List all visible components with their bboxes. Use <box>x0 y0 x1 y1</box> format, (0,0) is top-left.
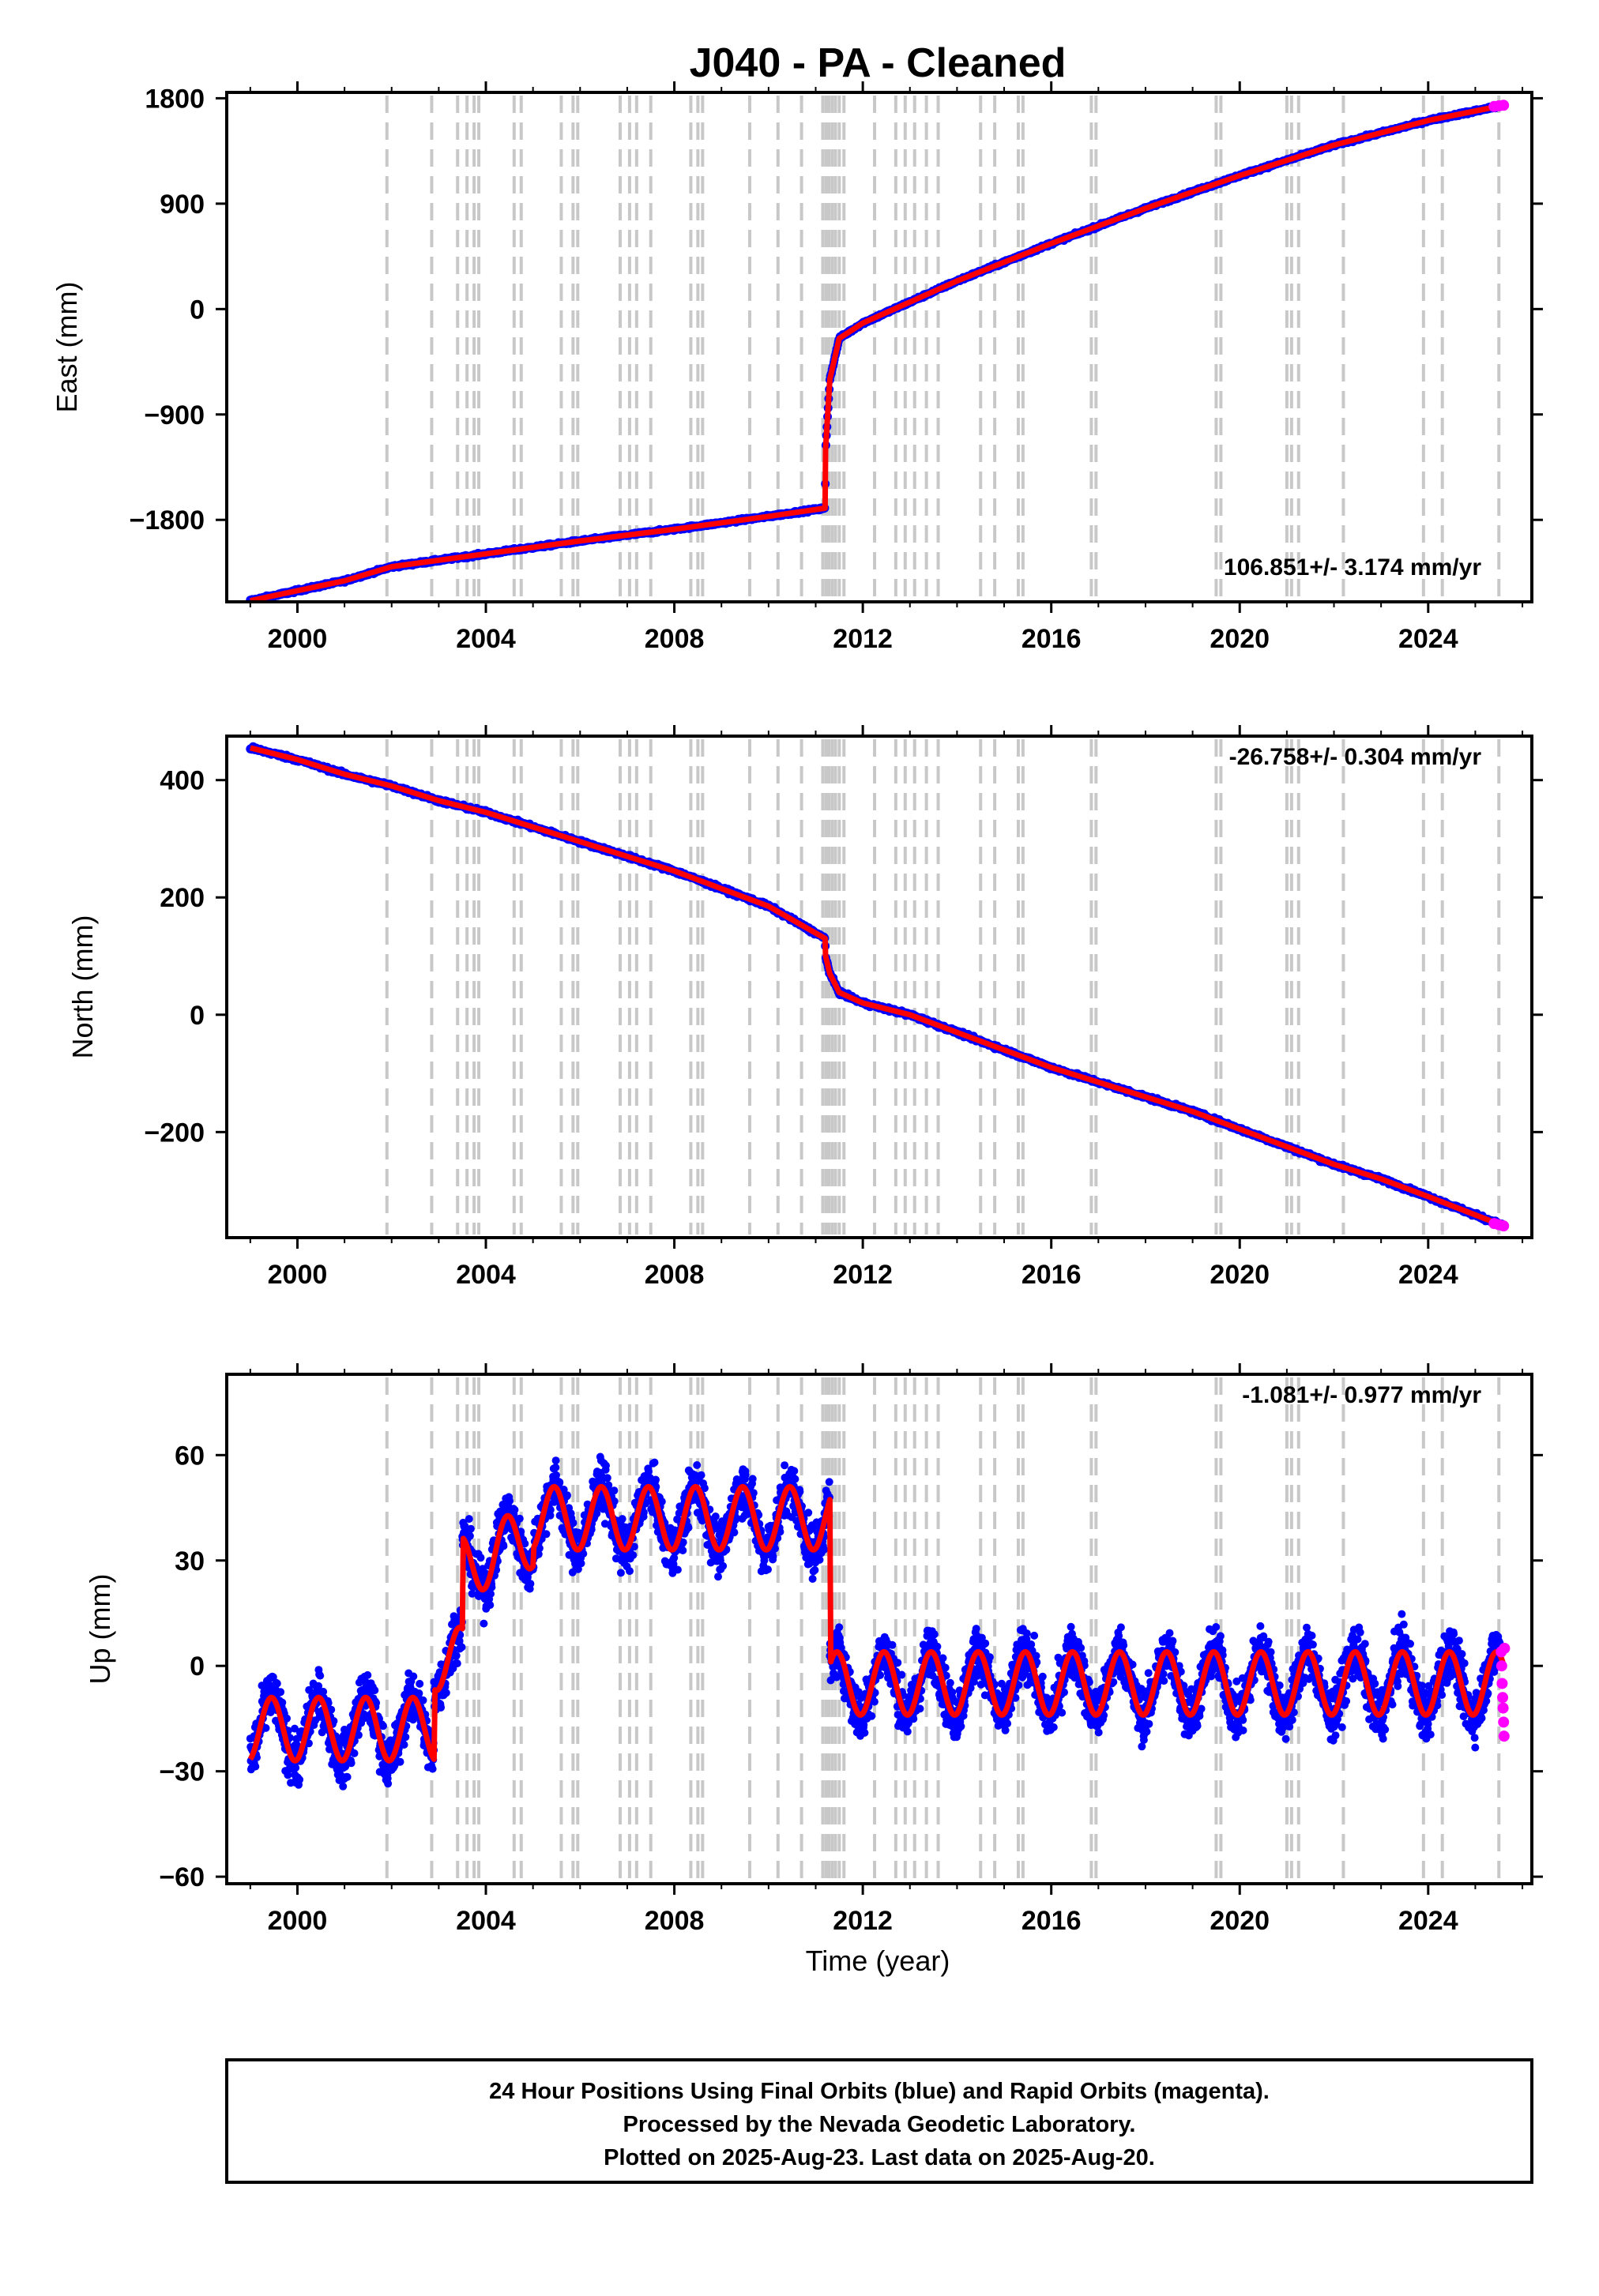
rate-label: -26.758+/- 0.304 mm/yr <box>1229 744 1482 770</box>
y-tick-label: −900 <box>144 400 205 430</box>
plot-area <box>246 742 1509 1231</box>
y-tick-label: 0 <box>190 295 205 325</box>
x-tick-label: 2000 <box>268 1260 328 1290</box>
data-point <box>295 1776 303 1783</box>
final-orbit-points <box>246 100 1507 605</box>
y-axis-label: North (mm) <box>66 915 99 1059</box>
x-tick-label: 2008 <box>645 1260 705 1290</box>
plot-area <box>246 1453 1511 1791</box>
x-tick-label: 2024 <box>1398 1260 1458 1290</box>
y-tick-label: 200 <box>160 883 205 913</box>
y-tick-label: −200 <box>144 1118 205 1148</box>
plot-area <box>246 100 1509 604</box>
y-tick-label: 900 <box>160 190 205 220</box>
x-tick-label: 2012 <box>833 624 893 654</box>
y-tick-label: −1800 <box>130 505 205 535</box>
data-point <box>292 1764 299 1772</box>
y-tick-label: 0 <box>190 1001 205 1031</box>
model-line <box>250 105 1503 600</box>
chart-title: J040 - PA - Cleaned <box>690 40 1067 86</box>
east-panel: 2000 2004 2008 2012 2016 2020 2024 1800 900 0 −900… <box>51 81 1543 654</box>
y-tick-label: 400 <box>160 766 205 796</box>
rapid-orbit-point <box>1498 1220 1509 1231</box>
data-point <box>273 1680 281 1688</box>
rapid-orbit-point <box>1498 100 1509 111</box>
x-tick-label: 2020 <box>1210 624 1270 654</box>
x-tick-label: 2004 <box>456 1260 516 1290</box>
x-tick-label: 2020 <box>1210 1260 1270 1290</box>
x-tick-label: 2000 <box>268 624 328 654</box>
x-tick-label: 2008 <box>645 624 705 654</box>
panel-frame <box>227 92 1532 602</box>
x-tick-label: 2016 <box>1021 624 1082 654</box>
x-tick-label: 2004 <box>456 624 516 654</box>
data-point <box>251 1763 259 1771</box>
x-tick-label: 2012 <box>833 1260 893 1290</box>
y-axis-label: East (mm) <box>51 282 83 413</box>
x-tick-label: 2016 <box>1021 1260 1082 1290</box>
x-tick-label: 2024 <box>1398 624 1458 654</box>
y-tick-label: 1800 <box>145 84 205 114</box>
rate-label: 106.851+/- 3.174 mm/yr <box>1224 554 1481 581</box>
data-point <box>277 1688 284 1696</box>
